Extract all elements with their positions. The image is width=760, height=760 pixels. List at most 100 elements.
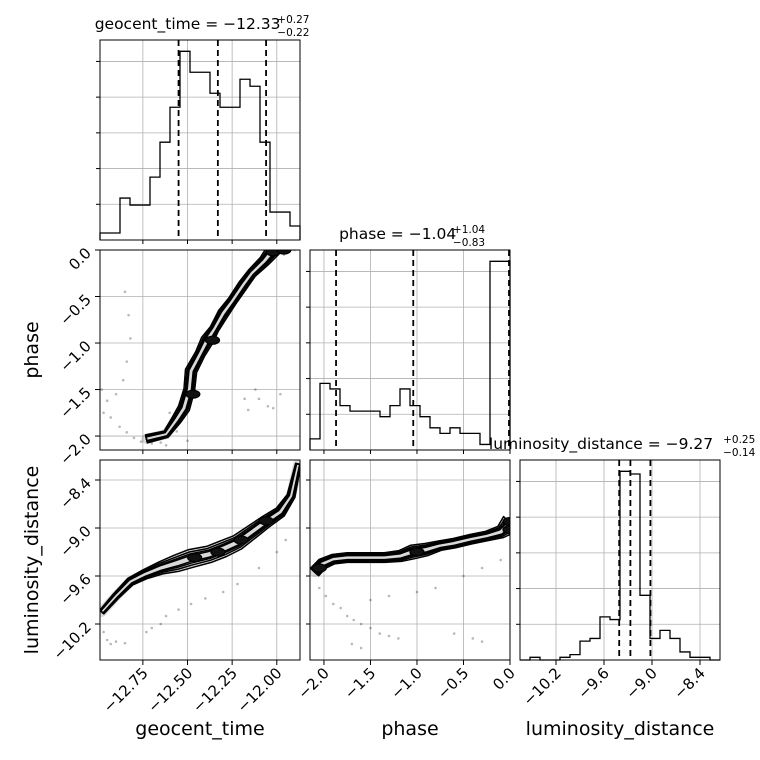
scatter-point-16 xyxy=(243,397,246,401)
x-tick-label-3: −12.00 xyxy=(234,664,286,716)
density-core-2 xyxy=(233,535,249,545)
scatter-point-3 xyxy=(125,360,129,363)
scatter-point-29 xyxy=(254,388,257,391)
density-panel-geocent_time-phase xyxy=(99,249,301,451)
scatter-point-0 xyxy=(318,586,321,590)
density-core-1 xyxy=(276,250,292,255)
scatter-point-23 xyxy=(175,430,179,433)
density-core-2 xyxy=(185,389,201,399)
scatter-point-3 xyxy=(123,641,127,645)
scatter-point-1 xyxy=(127,313,130,317)
scatter-point-25 xyxy=(186,439,189,442)
x-tick-label-2: −1.0 xyxy=(387,664,425,702)
scatter-points xyxy=(102,470,296,646)
density-panel-phase-luminosity_distance xyxy=(309,459,511,661)
density-core-0 xyxy=(311,563,327,573)
scatter-point-7 xyxy=(100,388,104,391)
density-panel-geocent_time-luminosity_distance xyxy=(99,459,301,661)
density-layer xyxy=(100,460,300,646)
scatter-point-18 xyxy=(257,397,261,401)
scatter-point-5 xyxy=(352,618,356,622)
scatter-point-15 xyxy=(434,586,437,590)
scatter-point-7 xyxy=(189,602,193,606)
contour-level-0 xyxy=(100,462,300,615)
density-core-3 xyxy=(204,335,221,345)
x-tick-label-4: 0.0 xyxy=(489,664,519,694)
scatter-point-0 xyxy=(123,290,127,294)
scatter-point-6 xyxy=(359,622,363,626)
scatter-point-15 xyxy=(159,441,163,444)
scatter-point-20 xyxy=(387,594,391,598)
panel-frame xyxy=(99,39,301,241)
y-tick-label-4: 0.0 xyxy=(65,244,95,274)
title-lower-error: −0.14 xyxy=(723,447,755,459)
scatter-point-17 xyxy=(246,408,250,412)
x-tick-label-3: −8.4 xyxy=(670,664,708,702)
scatter-point-11 xyxy=(257,566,261,570)
scatter-points xyxy=(100,250,296,447)
density-layer xyxy=(100,250,296,447)
title-lower-error: −0.22 xyxy=(277,27,309,39)
x-tick-label-3: −0.5 xyxy=(434,664,472,702)
scatter-point-9 xyxy=(221,590,225,594)
x-tick-label-1: −12.50 xyxy=(144,664,196,716)
scatter-point-0 xyxy=(102,630,105,634)
scatter-point-1 xyxy=(324,594,328,598)
scatter-point-13 xyxy=(480,640,484,643)
scatter-point-10 xyxy=(397,637,400,640)
scatter-point-18 xyxy=(499,558,502,562)
scatter-point-8 xyxy=(204,597,207,600)
contour-level-3 xyxy=(100,462,300,614)
scatter-point-22 xyxy=(359,646,363,650)
density-core-1 xyxy=(409,547,425,557)
contour-level-0 xyxy=(144,250,280,444)
scatter-point-16 xyxy=(462,574,465,578)
x-axis-label-luminosity_distance: luminosity_distance xyxy=(526,718,715,740)
y-tick-label-2: −9.0 xyxy=(56,522,94,560)
y-tick-label-3: −0.5 xyxy=(56,291,94,329)
x-axis-phase: −2.0 −1.5 −1.0 −0.5 0.0 phase xyxy=(294,660,519,740)
panel-frame xyxy=(99,459,301,661)
scatter-point-2 xyxy=(114,640,118,643)
contour-level-3 xyxy=(145,250,276,442)
scatter-point-1 xyxy=(105,638,109,642)
scatter-point-20 xyxy=(271,406,275,410)
x-axis-luminosity_distance: −10.2 −9.6 −9.0 −8.4 luminosity_distance xyxy=(520,660,715,740)
scatter-point-11 xyxy=(125,431,129,434)
scatter-point-12 xyxy=(471,637,475,640)
scatter-point-10 xyxy=(118,425,121,429)
y-axis-label-phase: phase xyxy=(21,321,43,378)
y-tick-label-1: −1.5 xyxy=(56,384,94,422)
scatter-point-13 xyxy=(284,538,288,542)
scatter-point-12 xyxy=(132,436,136,440)
y-tick-label-2: −1.0 xyxy=(56,337,94,375)
contour-level-0 xyxy=(310,515,510,577)
scatter-point-5 xyxy=(114,392,118,396)
contour-level-1 xyxy=(144,250,279,443)
panel-title-geocent_time: geocent_time = −12.33 xyxy=(95,15,281,34)
scatter-point-14 xyxy=(150,442,154,445)
panel-frame xyxy=(99,249,301,451)
y-axis-luminosity_distance: −10.2 −9.6 −9.0 −8.4 luminosity_distance xyxy=(21,466,100,663)
scatter-point-4 xyxy=(121,378,125,382)
scatter-point-4 xyxy=(345,614,349,618)
x-tick-label-0: −10.2 xyxy=(520,664,565,709)
density-core-3 xyxy=(502,517,510,527)
density-layer xyxy=(310,515,510,650)
scatter-point-21 xyxy=(350,642,354,646)
scatter-point-3 xyxy=(339,606,342,610)
scatter-points xyxy=(318,558,502,650)
density-core-2 xyxy=(502,525,510,535)
x-tick-label-2: −12.25 xyxy=(189,664,241,716)
scatter-point-22 xyxy=(168,411,171,415)
scatter-point-14 xyxy=(150,626,154,630)
scatter-point-9 xyxy=(109,416,113,419)
y-tick-label-3: −8.4 xyxy=(56,474,94,512)
scatter-point-21 xyxy=(279,392,282,396)
y-tick-label-1: −9.6 xyxy=(56,570,94,608)
scatter-point-17 xyxy=(480,566,484,570)
x-tick-label-0: −2.0 xyxy=(294,664,332,702)
scatter-point-12 xyxy=(275,550,279,554)
scatter-point-16 xyxy=(159,622,163,626)
